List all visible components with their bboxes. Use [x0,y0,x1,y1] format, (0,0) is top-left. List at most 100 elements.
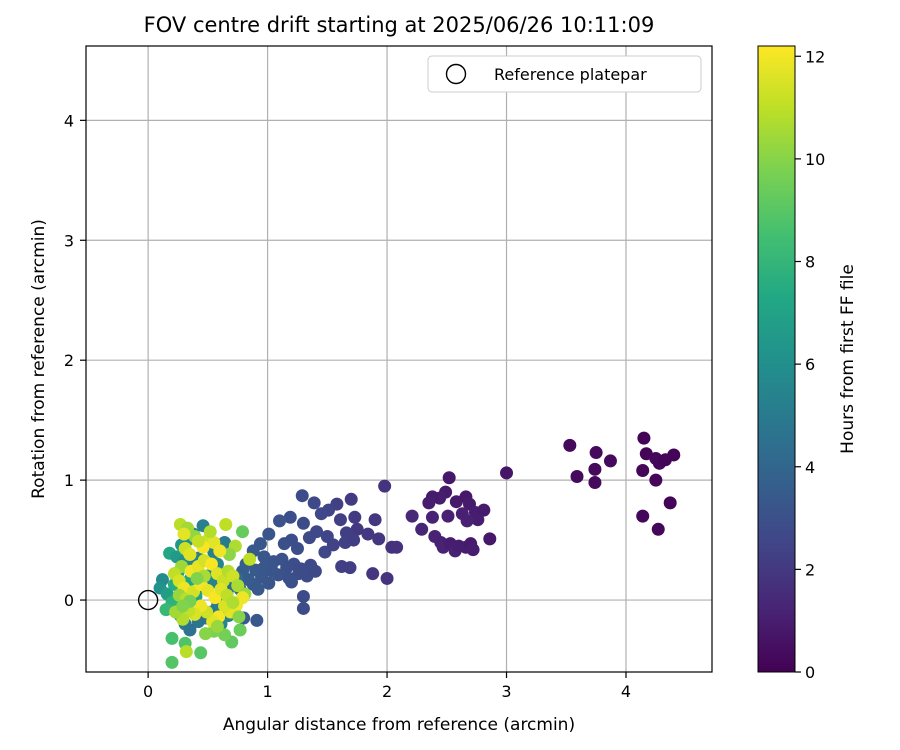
colorbar-label: Hours from first FF file [838,264,858,454]
legend-entry-label: Reference platepar [494,65,647,84]
scatter-point [243,552,257,566]
scatter-point [477,503,491,517]
scatter-point [347,533,361,547]
scatter-point [460,514,474,528]
scatter-point [284,575,298,589]
scatter-point [415,522,429,536]
scatter-point [219,517,233,531]
scatter-point [588,476,602,490]
scatter-point [273,514,287,528]
scatter-point [226,595,240,609]
scatter-point [483,532,497,546]
scatter-point [589,446,603,460]
scatter-point [296,516,310,530]
colorbar-tick-label: 10 [805,150,825,169]
scatter-point [636,509,650,523]
scatter-point [250,613,264,627]
scatter-point [176,599,190,613]
scatter-point [251,582,265,596]
scatter-point [637,431,651,445]
scatter-point [198,627,212,641]
scatter-point [314,507,328,521]
x-axis-label: Angular distance from reference (arcmin) [223,715,575,735]
scatter-point [348,510,362,524]
scatter-point [226,569,240,583]
x-tick-label: 2 [382,682,392,701]
legend-marker-circle-icon [445,63,467,85]
scatter-point [290,541,304,555]
scatter-point [563,438,577,452]
y-tick-label: 4 [64,111,74,130]
scatter-point [232,610,246,624]
colorbar-tick-label: 6 [805,355,815,374]
scatter-point [191,534,205,548]
scatter-point [295,489,309,503]
x-tick-label: 0 [143,682,153,701]
scatter-point [294,562,308,576]
x-tick-label: 1 [262,682,272,701]
scatter-point [603,454,617,468]
scatter-point [307,496,321,510]
scatter-point [372,532,386,546]
y-tick-label: 3 [64,231,74,250]
scatter-point [588,462,602,476]
scatter-point [183,547,197,561]
y-tick-label: 2 [64,351,74,370]
scatter-point [466,543,480,557]
scatter-point [210,619,224,633]
plot-frame [85,45,713,673]
scatter-point [343,561,357,575]
scatter-point [425,510,439,524]
scatter-point [350,522,364,536]
colorbar-tick-label: 2 [805,560,815,579]
scatter-point [361,527,375,541]
colorbar-tick-label: 8 [805,253,815,272]
scatter-point [344,492,358,506]
scatter-point [204,557,218,571]
scatter-point [570,470,584,484]
scatter-point [333,513,347,527]
scatter-point [283,510,297,524]
plot-points [153,431,681,669]
scatter-point [441,509,455,523]
scatter-point [165,655,179,669]
scatter-point [378,479,392,493]
scatter-point [663,496,677,510]
x-axis-ticks: 0 1 2 3 4 [143,672,631,701]
y-axis-ticks: 0 1 2 3 4 [64,111,86,610]
colorbar-gradient [757,45,796,673]
y-tick-label: 0 [64,591,74,610]
x-tick-label: 4 [621,682,631,701]
colorbar-tick-label: 12 [805,47,825,66]
scatter-point [380,571,394,585]
scatter-point [265,564,279,578]
scatter-point [296,589,310,603]
scatter-point [390,540,404,554]
scatter-point [500,466,514,480]
scatter-point [183,623,197,637]
scatter-point [262,527,276,541]
y-tick-label: 1 [64,471,74,490]
scatter-point [203,525,217,539]
scatter-point [649,473,663,487]
colorbar-tick-label: 0 [805,663,815,682]
scatter-point [277,537,291,551]
scatter-point [179,645,193,659]
scatter-point [302,531,316,545]
colorbar: 0 2 4 6 8 10 12 Hours from first FF file [757,45,858,682]
scatter-point [636,464,650,478]
scatter-point [366,567,380,581]
scatter-point [236,525,249,539]
scatter-point [233,623,247,637]
scatter-point [213,544,227,558]
y-axis-label: Rotation from reference (arcmin) [29,219,49,499]
scatter-point [405,509,419,523]
scatter-point [194,646,208,660]
scatter-point [667,448,681,462]
legend: Reference platepar [427,55,702,93]
scatter-point [422,496,436,510]
reference-point [137,589,159,611]
x-tick-label: 3 [501,682,511,701]
scatter-point [442,471,456,485]
